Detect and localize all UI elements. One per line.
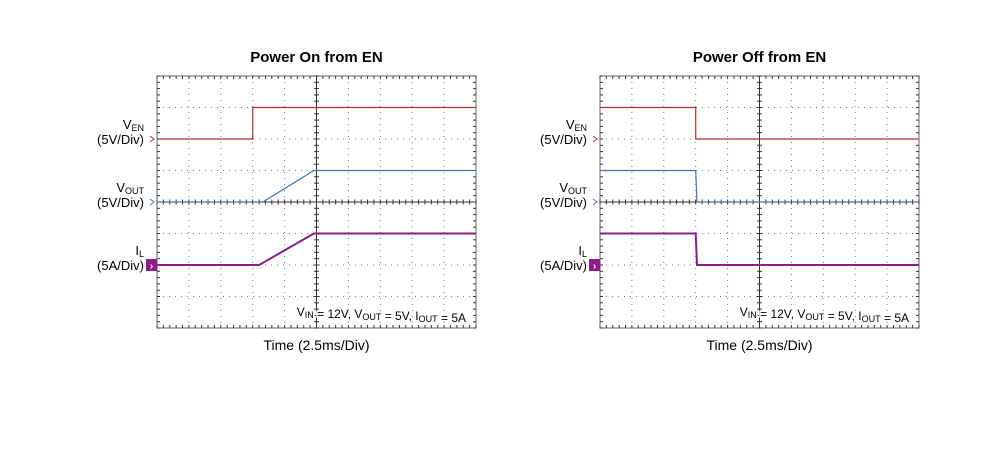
channel-scale: (5V/Div) (540, 132, 587, 147)
ground-marker-ven (149, 135, 155, 143)
trace-vout (157, 169, 476, 203)
ground-marker-vout (149, 198, 155, 206)
channel-label: IL (578, 243, 587, 259)
channel-label: VEN (123, 117, 144, 133)
trace-ven (157, 106, 476, 140)
channel-label: VOUT (116, 180, 144, 196)
trace-il (157, 232, 476, 266)
test-conditions: VIN = 12V, VOUT = 5V, IOUT = 5A (740, 305, 909, 325)
channel-label: VOUT (559, 180, 587, 196)
ground-marker-il (589, 259, 600, 271)
x-axis-label: Time (2.5ms/Div) (263, 337, 369, 353)
ground-marker-glyph: › (593, 261, 596, 272)
channel-label: VEN (566, 117, 587, 133)
ground-marker-il (146, 259, 157, 271)
chart-panel-2: Power Off from ENVEN(5V/Div)VOUT(5V/Div)… (540, 49, 920, 353)
trace-il (600, 232, 919, 266)
chart-title: Power On from EN (250, 49, 383, 66)
ground-marker-vout (592, 198, 598, 206)
trace-ven (600, 106, 919, 140)
ground-marker-ven (592, 135, 598, 143)
channel-label: IL (135, 243, 144, 259)
channel-scale: (5A/Div) (97, 258, 144, 273)
chart-title: Power Off from EN (693, 49, 826, 66)
channel-scale: (5V/Div) (97, 195, 144, 210)
channel-scale: (5V/Div) (540, 195, 587, 210)
ground-marker-glyph: › (150, 261, 153, 272)
x-axis-label: Time (2.5ms/Div) (706, 337, 812, 353)
trace-vout (600, 169, 919, 203)
test-conditions: VIN = 12V, VOUT = 5V, IOUT = 5A (297, 305, 466, 325)
channel-scale: (5V/Div) (97, 132, 144, 147)
chart-panel-1: Power On from ENVEN(5V/Div)VOUT(5V/Div)›… (97, 49, 477, 353)
channel-scale: (5A/Div) (540, 258, 587, 273)
